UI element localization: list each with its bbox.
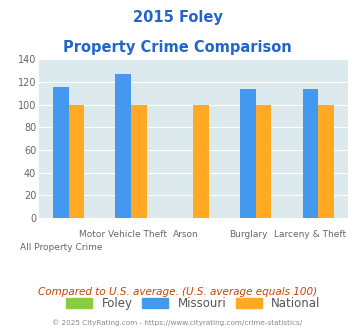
Text: Burglary: Burglary (229, 230, 267, 240)
Text: Arson: Arson (173, 230, 198, 240)
Bar (53, 86, 69, 218)
Text: 2015 Foley: 2015 Foley (132, 10, 223, 25)
Bar (318, 105, 334, 218)
Bar (303, 89, 318, 218)
Text: Larceny & Theft: Larceny & Theft (274, 230, 346, 240)
Legend: Foley, Missouri, National: Foley, Missouri, National (63, 293, 324, 314)
Bar (115, 74, 131, 218)
Text: Property Crime Comparison: Property Crime Comparison (63, 40, 292, 54)
Bar (69, 105, 84, 218)
Bar (240, 89, 256, 218)
Bar (256, 105, 272, 218)
Text: All Property Crime: All Property Crime (20, 243, 102, 252)
Bar (193, 105, 209, 218)
Bar (131, 105, 147, 218)
Text: Compared to U.S. average. (U.S. average equals 100): Compared to U.S. average. (U.S. average … (38, 287, 317, 297)
Text: Motor Vehicle Theft: Motor Vehicle Theft (79, 230, 167, 240)
Text: © 2025 CityRating.com - https://www.cityrating.com/crime-statistics/: © 2025 CityRating.com - https://www.city… (53, 319, 302, 326)
